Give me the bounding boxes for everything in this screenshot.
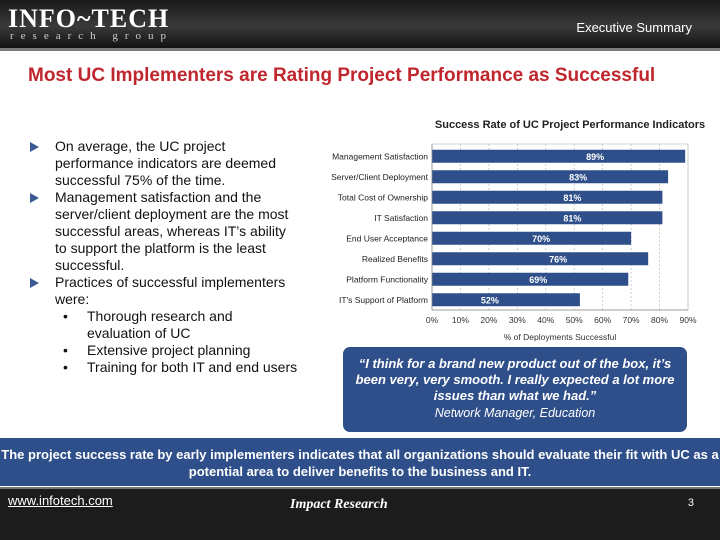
value-label: 83%: [569, 172, 587, 182]
bar: [432, 170, 669, 184]
logo-tagline: research group: [10, 30, 174, 42]
bar: [432, 293, 580, 307]
category-label: IT's Support of Platform: [339, 295, 428, 305]
sub-bullet-text: Training for both IT and end users: [87, 359, 298, 375]
bullet-item: Management satisfaction and the server/c…: [30, 189, 300, 274]
section-label: Executive Summary: [576, 20, 692, 35]
category-label: End User Acceptance: [346, 233, 428, 243]
category-label: Platform Functionality: [346, 274, 428, 284]
bar: [432, 190, 663, 204]
category-label: Total Cost of Ownership: [338, 192, 429, 202]
footer-bar: www.infotech.com Impact Research 3: [0, 487, 720, 540]
quote-box: “I think for a brand new product out of …: [343, 347, 687, 432]
x-axis-label: % of Deployments Successful: [504, 332, 617, 342]
x-tick-label: 70%: [623, 315, 640, 325]
bar: [432, 211, 663, 225]
x-tick-label: 50%: [566, 315, 583, 325]
bullet-text: Practices of successful implementers wer…: [55, 274, 286, 307]
x-tick-label: 90%: [679, 315, 696, 325]
banner-text: The project success rate by early implem…: [1, 447, 719, 479]
bullet-dot-icon: •: [63, 342, 68, 358]
footer-label: Impact Research: [290, 497, 388, 512]
x-tick-label: 10%: [452, 315, 469, 325]
bullet-item: Practices of successful implementers wer…: [30, 274, 300, 308]
category-label: Management Satisfaction: [332, 151, 428, 161]
category-label: Realized Benefits: [362, 254, 428, 264]
value-label: 70%: [532, 234, 550, 244]
bullet-arrow-icon: [30, 193, 39, 203]
x-tick-label: 30%: [509, 315, 526, 325]
sub-bullet-item: • Training for both IT and end users: [63, 359, 300, 376]
value-label: 52%: [481, 295, 499, 305]
quote-text: “I think for a brand new product out of …: [355, 356, 675, 403]
bar: [432, 149, 686, 163]
sub-bullet-text: Thorough research and evaluation of UC: [87, 308, 233, 341]
x-tick-label: 0%: [426, 315, 439, 325]
header-divider: [0, 48, 720, 51]
sub-bullet-item: • Thorough research and evaluation of UC: [63, 308, 300, 342]
bullet-arrow-icon: [30, 278, 39, 288]
sub-bullet-item: • Extensive project planning: [63, 342, 300, 359]
logo-wordmark: INFO~TECH: [8, 4, 170, 33]
bar: [432, 252, 649, 266]
x-tick-label: 20%: [480, 315, 497, 325]
bullet-dot-icon: •: [63, 308, 68, 324]
bar: [432, 231, 632, 245]
footer-website-link[interactable]: www.infotech.com: [8, 493, 113, 508]
bullet-item: On average, the UC project performance i…: [30, 138, 300, 189]
bullet-text: Management satisfaction and the server/c…: [55, 189, 289, 273]
bar: [432, 272, 629, 286]
slide-title: Most UC Implementers are Rating Project …: [28, 65, 656, 86]
bullet-arrow-icon: [30, 142, 39, 152]
x-tick-label: 60%: [594, 315, 611, 325]
sub-bullet-text: Extensive project planning: [87, 342, 251, 358]
x-tick-label: 40%: [537, 315, 554, 325]
x-tick-label: 80%: [651, 315, 668, 325]
bullet-list: On average, the UC project performance i…: [30, 138, 300, 376]
bar-chart: Success Rate of UC Project Performance I…: [331, 119, 705, 342]
quote-attribution: Network Manager, Education: [434, 406, 596, 420]
value-label: 69%: [529, 275, 547, 285]
header-bar: INFO~TECH research group Executive Summa…: [0, 0, 720, 48]
category-label: Server/Client Deployment: [331, 172, 428, 182]
value-label: 81%: [563, 193, 581, 203]
value-label: 76%: [549, 254, 567, 264]
category-label: IT Satisfaction: [374, 213, 428, 223]
sub-bullet-list: • Thorough research and evaluation of UC …: [30, 308, 300, 376]
value-label: 81%: [563, 213, 581, 223]
conclusion-banner: The project success rate by early implem…: [0, 438, 720, 486]
value-label: 89%: [586, 152, 604, 162]
bullet-text: On average, the UC project performance i…: [55, 138, 277, 188]
chart-title: Success Rate of UC Project Performance I…: [435, 119, 705, 131]
page-number: 3: [687, 497, 694, 509]
bullet-dot-icon: •: [63, 359, 68, 375]
